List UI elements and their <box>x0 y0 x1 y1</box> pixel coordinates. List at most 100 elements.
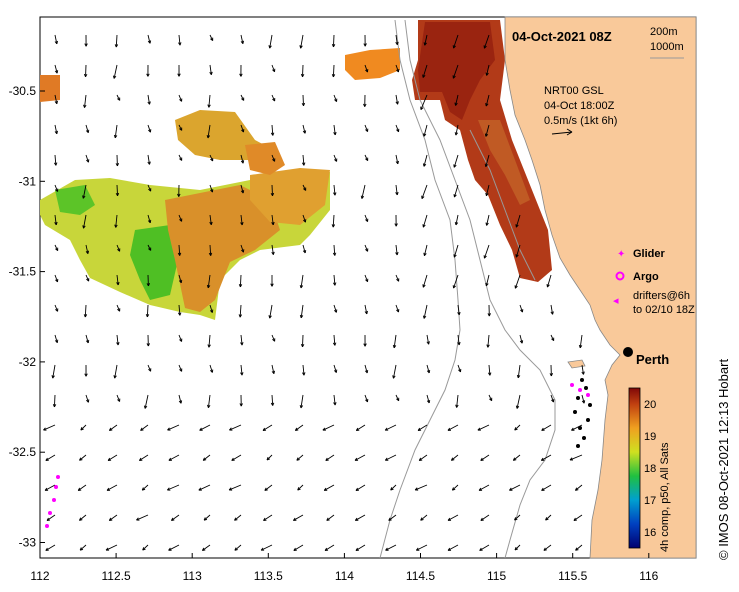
current-arrow <box>302 364 306 376</box>
current-arrow <box>302 214 307 223</box>
current-arrow <box>447 424 459 431</box>
current-arrow <box>147 94 151 105</box>
current-arrow <box>54 94 59 105</box>
sst-patch-leeuwin-core <box>418 22 495 120</box>
current-arrow <box>178 124 183 131</box>
current-arrow <box>457 364 462 373</box>
current-arrow <box>147 214 152 224</box>
current-arrow <box>541 424 552 431</box>
current-arrow <box>422 214 428 228</box>
current-arrow <box>420 94 428 110</box>
current-arrow <box>519 304 524 313</box>
current-arrow <box>271 214 275 226</box>
legend-argo-icon <box>615 271 625 281</box>
current-arrow <box>453 244 459 258</box>
contour-shelf <box>469 129 536 281</box>
current-arrow <box>46 514 56 521</box>
current-arrow <box>146 64 150 77</box>
current-arrow <box>108 424 118 431</box>
current-arrow <box>168 544 180 551</box>
current-arrow <box>262 424 273 431</box>
current-arrow <box>54 124 59 135</box>
current-arrow <box>301 94 306 107</box>
current-arrow <box>360 184 366 199</box>
current-arrow <box>420 514 428 521</box>
colorbar <box>628 387 641 549</box>
current-arrow <box>271 64 276 73</box>
current-arrow <box>390 484 397 491</box>
current-arrow <box>300 64 305 78</box>
current-arrow <box>417 424 428 431</box>
current-arrow <box>388 514 397 521</box>
current-arrow <box>136 514 149 521</box>
current-arrow <box>146 334 150 347</box>
current-arrow <box>333 124 337 136</box>
drifter-point <box>586 393 590 397</box>
legend: ✦ Glider Argo ◂ drifters@6h to 02/10 18Z <box>613 248 695 316</box>
current-arrow <box>415 544 428 551</box>
current-arrow <box>178 154 183 161</box>
current-arrow <box>457 334 461 346</box>
current-arrow <box>480 454 490 461</box>
y-tick-label: -32.5 <box>9 445 37 459</box>
drifter-point <box>578 388 582 392</box>
current-arrow <box>240 244 245 253</box>
drifter-point <box>56 475 60 479</box>
current-arrow <box>206 274 211 289</box>
current-arrow <box>331 64 336 78</box>
colorbar-tick-label: 20 <box>644 399 656 411</box>
current-arrow <box>395 394 400 402</box>
current-arrow <box>178 274 183 284</box>
current-arrow <box>240 214 244 226</box>
current-arrow <box>142 544 149 551</box>
current-arrow <box>426 364 431 374</box>
current-arrow <box>82 214 87 229</box>
current-arrow <box>485 64 490 76</box>
sst-patch-nw <box>40 75 60 102</box>
current-arrow <box>418 454 428 461</box>
current-arrow <box>423 34 428 46</box>
sst-patches <box>40 20 552 320</box>
current-arrow <box>209 34 214 41</box>
current-arrow <box>116 394 121 402</box>
current-arrow <box>106 484 118 491</box>
current-arrow <box>395 184 399 196</box>
current-time: 04-Oct 18:00Z <box>544 100 615 112</box>
current-arrow <box>85 334 90 344</box>
colorbar-tick-label: 16 <box>644 527 656 539</box>
current-arrow <box>454 94 459 106</box>
sst-patch-offshore <box>345 48 400 80</box>
current-arrow <box>53 154 58 166</box>
current-arrow <box>178 394 183 404</box>
current-arrow <box>84 34 88 47</box>
sst-patch-leeuwin-edge <box>478 120 530 205</box>
current-arrow <box>322 424 335 431</box>
current-arrow <box>364 364 369 374</box>
current-arrow <box>45 544 56 551</box>
current-arrow <box>485 274 490 287</box>
current-arrow <box>575 484 583 491</box>
current-arrow <box>113 124 118 139</box>
current-arrow <box>452 274 459 289</box>
current-arrow <box>229 424 242 431</box>
current-arrow <box>270 274 274 287</box>
current-arrow <box>453 184 459 198</box>
current-arrow <box>209 154 214 162</box>
current-arrow <box>326 514 335 521</box>
current-arrow <box>299 274 304 289</box>
current-arrow <box>354 454 366 461</box>
current-arrow <box>486 334 490 348</box>
current-arrow <box>115 184 120 197</box>
current-arrow <box>114 34 119 48</box>
current-arrow <box>168 454 180 461</box>
current-arrow <box>115 154 120 167</box>
x-tick-label: 115.5 <box>558 569 587 583</box>
current-arrow <box>54 304 59 312</box>
current-arrow <box>485 94 490 107</box>
current-arrow <box>519 334 524 344</box>
current-arrow <box>234 514 242 521</box>
current-arrow <box>264 484 273 491</box>
current-arrow <box>146 274 151 287</box>
current-arrow <box>487 364 492 376</box>
